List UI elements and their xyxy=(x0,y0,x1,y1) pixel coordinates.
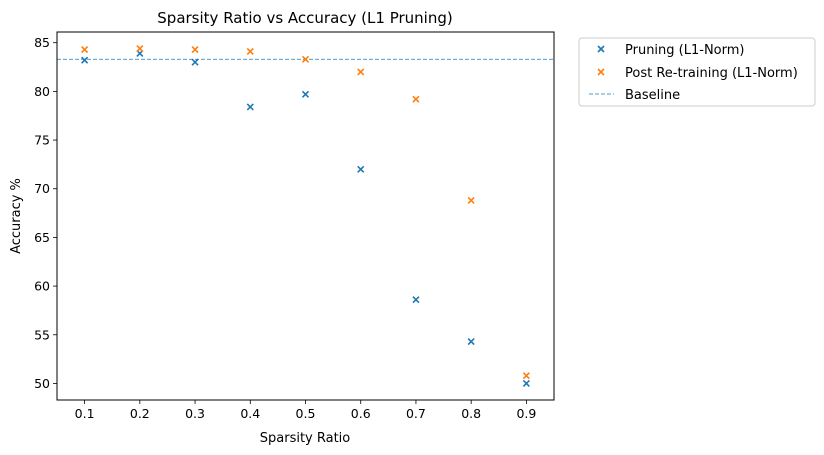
legend: Pruning (L1-Norm) Post Re-training (L1-N… xyxy=(578,37,816,107)
data-point-series-0 xyxy=(246,103,254,111)
x-tick-label: 0.5 xyxy=(296,406,316,421)
data-point-series-0 xyxy=(412,296,420,304)
data-point-series-1 xyxy=(522,372,530,380)
x-axis: 0.1 0.2 0.3 0.4 0.5 0.6 0.7 0.8 0.9 xyxy=(75,400,536,421)
data-point-series-1 xyxy=(136,44,144,53)
y-axis: 50 55 60 65 70 75 80 85 xyxy=(34,35,57,391)
y-tick-label: 60 xyxy=(34,279,50,294)
y-tick-label: 50 xyxy=(34,376,50,391)
data-point-series-1 xyxy=(191,45,199,54)
data-point-series-0 xyxy=(191,58,199,66)
y-tick-label: 75 xyxy=(34,133,50,148)
x-tick-label: 0.4 xyxy=(240,406,260,421)
legend-label-pruning: Pruning (L1-Norm) xyxy=(625,43,744,58)
data-point-series-0 xyxy=(467,338,475,346)
x-tick-label: 0.2 xyxy=(130,406,150,421)
legend-marker-post-retraining xyxy=(597,68,605,76)
y-tick-label: 70 xyxy=(34,181,50,196)
legend-box xyxy=(578,37,816,107)
x-tick-label: 0.9 xyxy=(516,406,536,421)
data-point-series-0 xyxy=(301,90,310,98)
data-point-series-0 xyxy=(81,56,89,64)
legend-marker-pruning xyxy=(597,45,605,53)
plot-frame xyxy=(56,31,555,401)
x-axis-label: Sparsity Ratio xyxy=(260,431,351,446)
data-point-series-1 xyxy=(246,47,254,56)
data-point-series-1 xyxy=(412,95,420,103)
data-point-series-1 xyxy=(467,196,475,204)
x-tick-label: 0.8 xyxy=(461,406,481,421)
data-point-series-1 xyxy=(357,68,365,76)
x-tick-label: 0.3 xyxy=(185,406,205,421)
chart-title: Sparsity Ratio vs Accuracy (L1 Pruning) xyxy=(157,9,452,27)
data-point-series-0 xyxy=(357,165,365,173)
data-point-series-1 xyxy=(301,55,310,63)
legend-label-post-retraining: Post Re-training (L1-Norm) xyxy=(625,66,798,81)
x-tick-label: 0.1 xyxy=(75,406,95,421)
x-tick-label: 0.7 xyxy=(406,406,426,421)
y-tick-label: 80 xyxy=(34,84,50,99)
y-tick-label: 65 xyxy=(34,230,50,245)
y-axis-label: Accuracy % xyxy=(9,178,24,254)
plot-area xyxy=(57,44,554,388)
data-point-series-0 xyxy=(522,379,530,388)
x-tick-label: 0.6 xyxy=(351,406,371,421)
legend-label-baseline: Baseline xyxy=(625,88,680,103)
y-tick-label: 85 xyxy=(34,35,50,50)
data-point-series-1 xyxy=(81,45,89,54)
legend-x-marker xyxy=(597,45,605,53)
legend-x-marker xyxy=(597,68,605,76)
y-tick-label: 55 xyxy=(34,327,50,342)
